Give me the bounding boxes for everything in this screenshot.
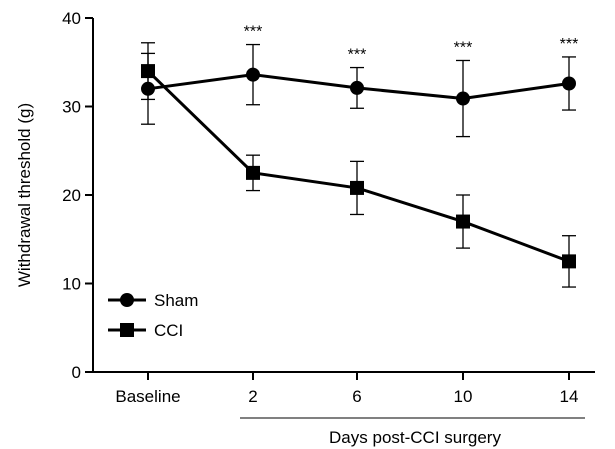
y-tick-label-40: 40	[62, 9, 81, 28]
legend-marker-cci	[120, 323, 134, 337]
x-tick-label-6: 6	[352, 387, 361, 406]
x-axis-title: Days post-CCI surgery	[329, 428, 501, 447]
x-tick-label-2: 2	[248, 387, 257, 406]
sham-point-1	[246, 67, 260, 82]
cci-point-0	[141, 64, 155, 79]
y-axis-title: Withdrawal threshold (g)	[15, 103, 34, 287]
x-tick-label-14: 14	[560, 387, 579, 406]
x-tick-label-Baseline: Baseline	[115, 387, 180, 406]
x-tick-label-10: 10	[454, 387, 473, 406]
significance-label-2: ***	[348, 47, 367, 64]
y-tick-label-20: 20	[62, 186, 81, 205]
y-tick-label-0: 0	[72, 363, 81, 382]
significance-annotations: *** *** *** ***	[244, 24, 579, 64]
cci-point-4	[562, 254, 576, 269]
y-tick-label-30: 30	[62, 98, 81, 117]
series-cci	[141, 42, 576, 288]
sham-point-4	[562, 76, 576, 91]
significance-label-1: ***	[244, 24, 263, 41]
legend-marker-sham	[120, 293, 134, 307]
legend-item-cci: CCI	[108, 321, 183, 340]
cci-point-1	[246, 165, 260, 180]
significance-label-4: ***	[560, 36, 579, 53]
significance-label-3: ***	[454, 39, 473, 56]
legend-item-sham: Sham	[108, 291, 198, 310]
cci-point-2	[350, 180, 364, 195]
sham-point-2	[350, 80, 364, 95]
cci-line	[146, 70, 570, 263]
legend: Sham CCI	[108, 291, 198, 340]
sham-point-3	[456, 91, 470, 106]
series-layer	[141, 42, 576, 288]
cci-point-3	[456, 214, 470, 229]
legend-label-sham: Sham	[154, 291, 198, 310]
y-axis: 0 10 20 30 40	[62, 9, 94, 382]
y-tick-label-10: 10	[62, 275, 81, 294]
legend-label-cci: CCI	[154, 321, 183, 340]
x-axis: Baseline 2 6 10 14	[93, 371, 595, 406]
